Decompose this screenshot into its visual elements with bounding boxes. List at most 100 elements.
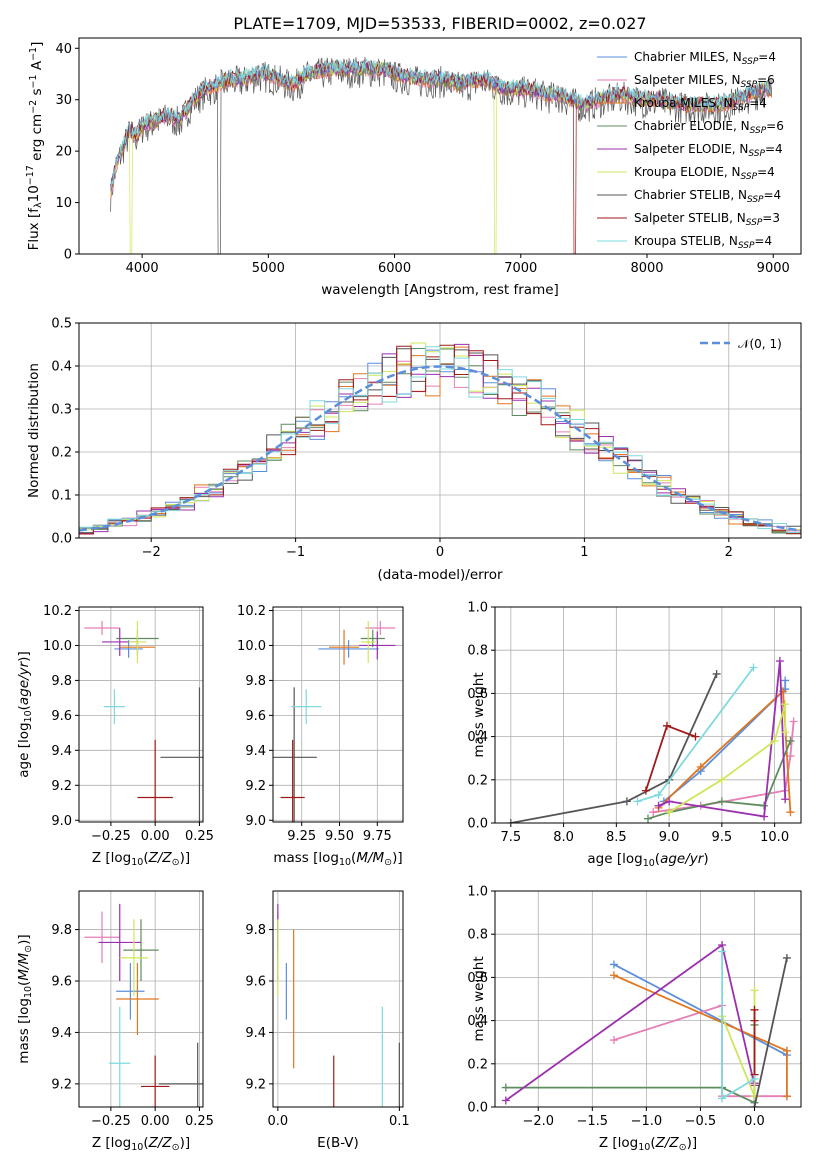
series-point-kroupa_stelib [749, 663, 758, 672]
series-point-salpeter_miles [609, 1036, 618, 1045]
spectrum-series-kroupa_stelib [110, 58, 773, 190]
legend-label-normal: 𝒩(0, 1) [738, 337, 782, 351]
series-point-kroupa_miles [786, 808, 795, 817]
y-tick-label: 10 [55, 196, 72, 211]
y-tick-label: 9.6 [51, 975, 72, 990]
y-tick-label: 0.1 [51, 489, 72, 504]
series-point-kroupa_elodie [781, 700, 790, 709]
x-tick-label: −2 [142, 545, 161, 560]
y-tick-label: 9.6 [51, 709, 72, 724]
plot-area-weight_vs_Z [495, 891, 801, 1107]
axes-mass_vs_ebv: 0.0 0.1 9.2 9.4 9.6 9.8 E(B-V) [245, 890, 410, 1151]
axes-weight_vs_age: 7.5 8.0 8.5 9.0 9.5 10.0 0.0 0.2 0.4 0.6 0.8 1.0 age… [467, 601, 802, 869]
x-tick-label: 9000 [757, 261, 790, 276]
x-tick-label: −2.0 [522, 1114, 554, 1129]
series-point-kroupa_miles [696, 762, 705, 771]
series-line-chabrier_miles [663, 680, 787, 803]
x-tick-label: 7000 [504, 261, 537, 276]
y-tick-label: 9.8 [245, 674, 266, 689]
series-point-salpeter_stelib [691, 732, 700, 741]
axes-frame [494, 890, 802, 1108]
y-tick-label: 0.2 [467, 773, 488, 788]
x-tick-label: 4000 [126, 261, 159, 276]
x-tick-label: 8000 [630, 261, 663, 276]
y-tick-label: 0.2 [467, 1057, 488, 1072]
legend-label-kroupa_stelib: Kroupa STELIB, NSSP=4 [634, 234, 772, 251]
normal-curve [79, 365, 801, 532]
y-tick-label: 9.8 [51, 923, 72, 938]
series-point-salpeter_stelib [750, 1005, 759, 1014]
x-tick-label: 0.00 [141, 829, 170, 844]
y-tick-label: 9.6 [245, 975, 266, 990]
y-tick-label: 0.4 [467, 1014, 488, 1029]
plot-area-age_vs_mass [273, 607, 403, 822]
y-tick-label: 0.8 [467, 644, 488, 659]
series-point-kroupa_elodie [717, 775, 726, 784]
x-tick-label: 10.0 [760, 830, 789, 845]
y-axis-label: Flux [fλ10−17 erg cm−2 s−1 A−1] [25, 42, 45, 251]
y-tick-label: 0.2 [51, 446, 72, 461]
series-line-salpeter_elodie [505, 943, 756, 1102]
series-point-salpeter_elodie [775, 657, 784, 665]
y-tick-label: 9.6 [245, 709, 266, 724]
x-tick-label: 2 [725, 545, 733, 560]
y-tick-label: 0.0 [467, 817, 488, 832]
y-tick-label: 0.0 [51, 532, 72, 547]
y-tick-label: 1.0 [467, 885, 488, 900]
plot-area-residuals [79, 323, 801, 538]
y-tick-label: 10.0 [237, 639, 266, 654]
legend-label-salpeter_miles: Salpeter MILES, NSSP=6 [634, 73, 775, 90]
x-axis-label: age [log10(age/yr) [587, 851, 708, 869]
x-tick-label: 6000 [378, 261, 411, 276]
series-point-salpeter_elodie [501, 1096, 510, 1105]
y-tick-label: 9.4 [245, 744, 266, 759]
series-point-kroupa_elodie [750, 986, 759, 995]
series-point-chabrier_elodie [644, 814, 652, 823]
series-point-salpeter_stelib [750, 1016, 759, 1025]
y-tick-label: 0.6 [467, 971, 488, 986]
x-tick-label: 0.0 [744, 1114, 765, 1129]
legend-label-salpeter_stelib: Salpeter STELIB, NSSP=3 [634, 211, 780, 228]
legend-label-salpeter_elodie: Salpeter ELODIE, NSSP=4 [634, 142, 783, 159]
legend-label-kroupa_elodie: Kroupa ELODIE, NSSP=4 [634, 165, 775, 182]
axes-frame [272, 606, 404, 823]
y-tick-label: 10.0 [43, 639, 72, 654]
y-tick-label: 9.4 [51, 744, 72, 759]
series-point-kroupa_stelib [633, 797, 642, 806]
y-tick-label: 0.4 [51, 360, 72, 375]
y-axis-label: Normed distribution [26, 363, 42, 498]
axes-residuals: −2 −1 0 1 2 0.0 0.1 0.2 0.3 0.4 0.5 (data-model)/er… [26, 317, 802, 583]
y-axis-label: mass [log10(M/M⊙)] [16, 934, 34, 1063]
axes-age_vs_Z: −0.25 0.00 0.25 9.0 9.2 9.4 9.6 9.8 10.0 10.2 Z [l… [16, 604, 214, 868]
x-tick-label: 0 [436, 545, 444, 560]
series-point-kroupa_miles [782, 1046, 791, 1055]
x-tick-label: −0.25 [91, 829, 131, 844]
axes-age_vs_mass: 9.25 9.50 9.75 9.0 9.2 9.4 9.6 9.8 10.0 10.2 mass … [237, 604, 404, 868]
legend-label-chabrier_elodie: Chabrier ELODIE, NSSP=6 [634, 119, 784, 136]
plot-area-weight_vs_age [495, 607, 801, 823]
x-axis-label: Z [log10(Z/Z⊙)] [599, 1135, 697, 1153]
y-tick-label: 0.0 [467, 1101, 488, 1116]
x-tick-label: 0.25 [185, 1114, 214, 1129]
y-tick-label: 10.2 [237, 604, 266, 619]
axes-frame [494, 606, 802, 824]
series-point-salpeter_miles [649, 808, 658, 817]
y-tick-label: 9.0 [51, 814, 72, 829]
y-tick-label: 9.8 [245, 923, 266, 938]
series-point-salpeter_elodie [665, 797, 674, 806]
y-tick-label: 0.3 [51, 403, 72, 418]
y-axis-label: mass weight [471, 956, 487, 1041]
series-point-chabrier_miles [609, 960, 618, 969]
plot-area-mass_vs_ebv [273, 891, 403, 1107]
x-tick-label: 1 [580, 545, 588, 560]
x-tick-label: 8.0 [553, 830, 574, 845]
y-tick-label: 1.0 [467, 601, 488, 616]
y-tick-label: 9.0 [245, 814, 266, 829]
y-tick-label: 9.4 [51, 1026, 72, 1041]
series-point-kroupa_miles [782, 1092, 791, 1101]
y-tick-label: 0.5 [51, 317, 72, 332]
x-tick-label: 9.75 [363, 829, 392, 844]
series-point-chabrier_elodie [501, 1083, 510, 1092]
series-point-kroupa_elodie [781, 728, 790, 737]
x-axis-label: Z [log10(Z/Z⊙)] [92, 850, 190, 868]
